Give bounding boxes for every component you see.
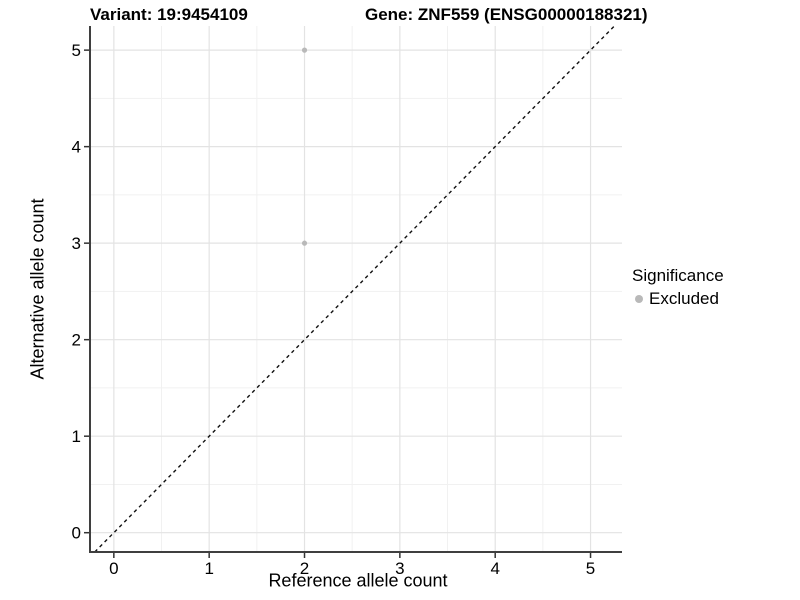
x-tick-label: 1 — [204, 559, 213, 578]
legend-point-icon — [635, 295, 643, 303]
gene-title: Gene: ZNF559 (ENSG00000188321) — [365, 5, 648, 24]
x-tick-label: 0 — [109, 559, 118, 578]
variant-title: Variant: 19:9454109 — [90, 5, 248, 24]
legend-entry-label: Excluded — [649, 289, 719, 308]
y-tick-label: 3 — [72, 234, 81, 253]
x-tick-label: 3 — [395, 559, 404, 578]
y-tick-label: 5 — [72, 41, 81, 60]
legend-title: Significance — [632, 266, 724, 285]
data-point — [301, 47, 308, 53]
x-tick-label: 5 — [586, 559, 595, 578]
y-tick-label: 4 — [72, 138, 81, 157]
x-axis-title: Reference allele count — [268, 570, 448, 591]
y-axis-title: Alternative allele count — [27, 198, 48, 380]
legend-entry-excluded: Excluded — [632, 289, 724, 309]
x-tick-label: 4 — [490, 559, 499, 578]
y-tick-label: 1 — [72, 427, 81, 446]
y-tick-label: 2 — [72, 331, 81, 350]
y-tick-label: 0 — [72, 524, 81, 543]
data-point — [301, 240, 308, 246]
identity-reference-line — [94, 25, 615, 553]
x-tick-label: 2 — [300, 559, 309, 578]
legend: Significance Excluded — [632, 266, 724, 309]
